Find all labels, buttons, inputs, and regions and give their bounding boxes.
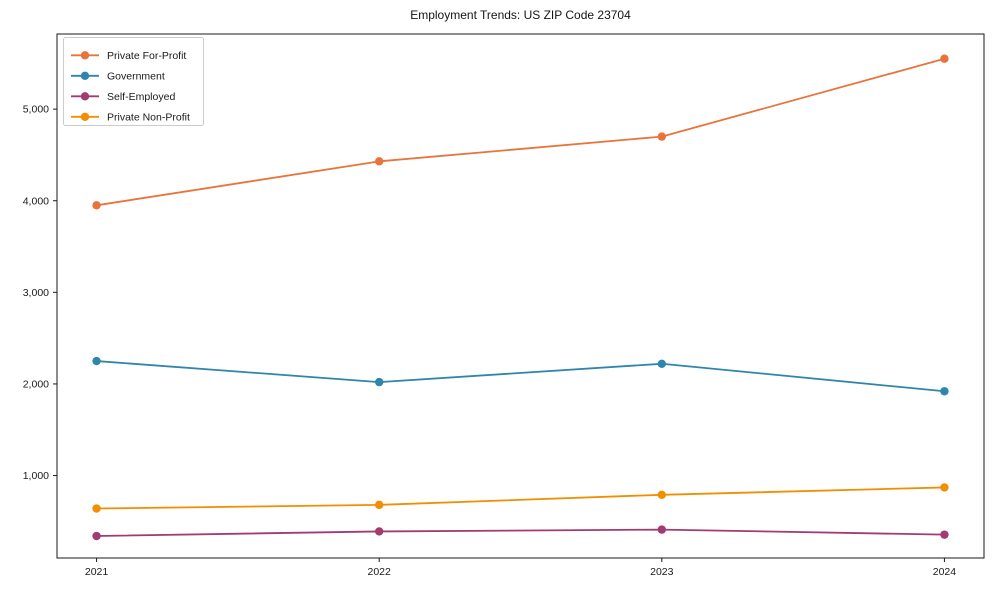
x-tick-label: 2023 (650, 566, 674, 578)
data-point-private-non-profit (92, 504, 101, 513)
x-tick-label: 2024 (933, 566, 957, 578)
x-tick-label: 2022 (368, 566, 392, 578)
legend-label-government: Government (107, 70, 165, 82)
y-tick-label: 5,000 (23, 104, 49, 116)
legend-marker-government (80, 71, 90, 81)
data-point-private-non-profit (657, 490, 667, 499)
data-point-self-employed (374, 527, 384, 536)
legend-marker-private-non-profit (80, 112, 90, 122)
series-line-private-for-profit (96, 57, 945, 207)
y-tick-label: 2,000 (23, 379, 49, 391)
y-tick-label: 3,000 (23, 287, 49, 299)
legend-label-private-non-profit: Private Non-Profit (107, 111, 190, 123)
data-point-private-for-profit (657, 132, 667, 141)
legend-marker-private-for-profit (80, 51, 90, 60)
data-point-self-employed (940, 530, 949, 539)
series-line-government (96, 360, 945, 393)
data-point-government (92, 356, 101, 366)
data-point-private-non-profit (940, 483, 949, 492)
data-point-self-employed (92, 531, 101, 541)
data-point-government (657, 359, 667, 368)
y-tick-label: 1,000 (23, 470, 49, 482)
legend-box (63, 37, 204, 126)
series-line-self-employed (96, 528, 945, 537)
data-point-private-for-profit (92, 201, 101, 210)
y-tick-label: 4,000 (23, 195, 49, 207)
plot-border (56, 33, 985, 559)
series-line-private-non-profit (96, 486, 945, 510)
data-point-self-employed (657, 525, 667, 534)
data-point-government (374, 377, 384, 387)
legend-label-self-employed: Self-Employed (107, 91, 175, 103)
data-point-private-for-profit (374, 157, 384, 166)
data-point-government (940, 387, 949, 396)
data-point-private-for-profit (940, 54, 949, 63)
x-tick-label: 2021 (85, 566, 109, 578)
legend-label-private-for-profit: Private For-Profit (107, 50, 186, 62)
data-point-private-non-profit (374, 500, 384, 510)
legend-marker-self-employed (80, 92, 90, 101)
chart-title: Employment Trends: US ZIP Code 23704 (410, 8, 631, 22)
